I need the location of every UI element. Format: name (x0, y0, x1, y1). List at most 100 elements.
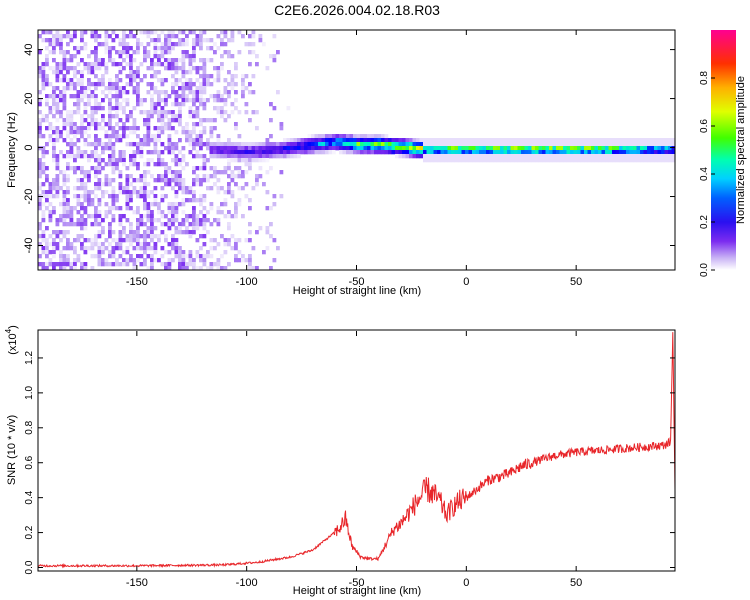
heatmap-cell (507, 146, 511, 151)
heatmap-cell (143, 54, 147, 59)
heatmap-cell (223, 42, 228, 47)
heatmap-cell (465, 142, 469, 147)
heatmap-cell (220, 62, 224, 67)
heatmap-cell (258, 150, 263, 155)
heatmap-cell (94, 94, 98, 99)
heatmap-cell (650, 154, 655, 159)
heatmap-cell (185, 82, 189, 87)
heatmap-cell (311, 150, 315, 155)
heatmap-cell (412, 138, 417, 143)
heatmap-cell (115, 86, 119, 91)
heatmap-cell (164, 122, 168, 127)
heatmap-cell (188, 30, 193, 35)
heatmap-cell (370, 138, 375, 143)
heatmap-cell (174, 146, 179, 151)
heatmap-cell (587, 158, 592, 163)
heatmap-cell (160, 90, 165, 95)
heatmap-cell (461, 146, 466, 151)
heatmap-cell (146, 190, 151, 195)
heatmap-cell (283, 146, 287, 151)
heatmap-cell (80, 150, 84, 155)
heatmap-cell (276, 154, 280, 159)
heatmap-cell (55, 234, 60, 239)
heatmap-cell (195, 90, 200, 95)
heatmap-cell (496, 138, 501, 143)
heatmap-cell (542, 146, 546, 151)
heatmap-cell (181, 154, 186, 159)
heatmap-cell (80, 118, 84, 123)
heatmap-cell (230, 214, 235, 219)
heatmap-cell (108, 194, 112, 199)
heatmap-cell (192, 58, 196, 63)
heatmap-cell (248, 222, 252, 227)
heatmap-cell (73, 110, 77, 115)
heatmap-cell (125, 258, 130, 263)
heatmap-cell (136, 142, 140, 147)
heatmap-cell (430, 138, 434, 143)
heatmap-cell (94, 38, 98, 43)
heatmap-cell (45, 38, 49, 43)
heatmap-cell (45, 78, 49, 83)
heatmap-cell (654, 150, 658, 155)
heatmap-cell (69, 78, 74, 83)
heatmap-cell (125, 114, 130, 119)
heatmap-cell (164, 262, 168, 267)
heatmap-cell (230, 110, 235, 115)
heatmap-cell (195, 266, 200, 270)
heatmap-cell (199, 222, 203, 227)
heatmap-cell (62, 230, 67, 235)
heatmap-cell (122, 58, 126, 63)
heatmap-cell (48, 110, 53, 115)
heatmap-cell (69, 38, 74, 43)
heatmap-cell (202, 158, 207, 163)
heatmap-cell (62, 246, 67, 251)
heatmap-cell (118, 186, 123, 191)
heatmap-cell (73, 102, 77, 107)
heatmap-cell (209, 246, 214, 251)
heatmap-cell (440, 146, 445, 151)
heatmap-cell (153, 134, 158, 139)
heatmap-cell (538, 154, 543, 159)
heatmap-cell (73, 238, 77, 243)
heatmap-cell (97, 246, 102, 251)
heatmap-cell (388, 146, 392, 151)
heatmap-cell (66, 174, 70, 179)
heatmap-cell (132, 118, 137, 123)
heatmap-cell (188, 262, 193, 267)
heatmap-cell (272, 58, 277, 63)
heatmap-cell (325, 138, 329, 143)
heatmap-cell (307, 146, 312, 151)
heatmap-cell (559, 142, 564, 147)
heatmap-cell (493, 154, 497, 159)
heatmap-cell (626, 154, 630, 159)
heatmap-cell (199, 122, 203, 127)
heatmap-cell (101, 98, 105, 103)
heatmap-cell (262, 150, 266, 155)
heatmap-cell (202, 218, 207, 223)
heatmap-cell (601, 138, 606, 143)
heatmap-cell (101, 78, 105, 83)
heatmap-cell (115, 122, 119, 127)
heatmap-cell (139, 242, 144, 247)
heatmap-cell (118, 138, 123, 143)
heatmap-cell (104, 122, 109, 127)
heatmap-cell (48, 126, 53, 131)
heatmap-cell (94, 110, 98, 115)
heatmap-cell (55, 94, 60, 99)
heatmap-cell (230, 246, 235, 251)
heatmap-cell (55, 194, 60, 199)
heatmap-cell (97, 262, 102, 267)
heatmap-cell (115, 258, 119, 263)
heatmap-cell (188, 234, 193, 239)
heatmap-cell (230, 150, 235, 155)
heatmap-cell (356, 150, 361, 155)
heatmap-cell (482, 138, 487, 143)
heatmap-cell (41, 210, 46, 215)
heatmap-cell (97, 198, 102, 203)
heatmap-cell (209, 126, 214, 131)
heatmap-cell (517, 138, 522, 143)
heatmap-cell (101, 182, 105, 187)
heatmap-cell (181, 218, 186, 223)
heatmap-cell (41, 114, 46, 119)
heatmap-cell (94, 174, 98, 179)
